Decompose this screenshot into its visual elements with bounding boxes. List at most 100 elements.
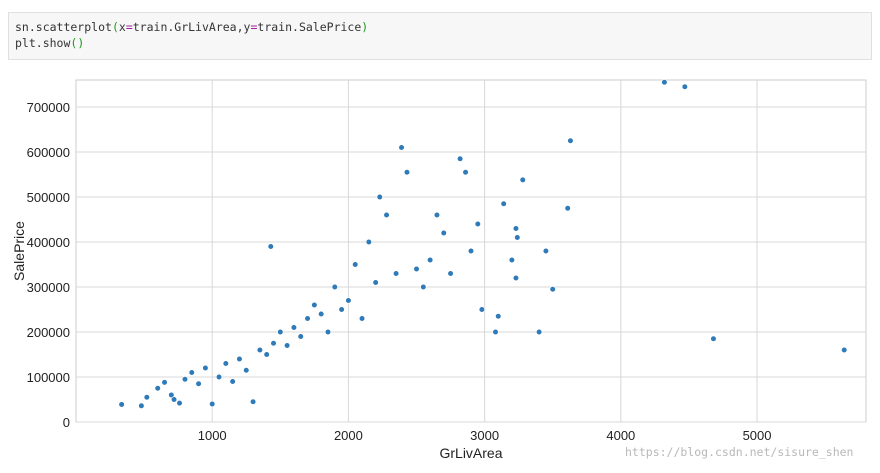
- scatter-point: [181, 376, 189, 383]
- scatter-point: [290, 324, 298, 331]
- scatter-point: [508, 256, 515, 264]
- code-arg-x-value: train.GrLivArea,: [132, 20, 244, 34]
- x-tick-label: 3000: [470, 428, 499, 443]
- scatter-point: [263, 351, 270, 358]
- x-tick-label: 2000: [334, 428, 363, 443]
- scatter-point: [403, 169, 411, 176]
- scatter-point: [841, 346, 848, 354]
- code-line-show: plt.show(): [15, 36, 84, 50]
- scatter-point: [457, 155, 464, 162]
- scatter-point: [462, 169, 469, 176]
- scatter-point: [372, 279, 379, 286]
- scatter-point: [420, 283, 427, 291]
- scatter-point: [564, 205, 571, 212]
- x-tick-label: 1000: [198, 428, 227, 443]
- scatter-point: [195, 380, 202, 387]
- scatter-point: [324, 328, 332, 336]
- scatter-point: [467, 247, 475, 255]
- scatter-point: [512, 274, 520, 282]
- scatter-point: [567, 137, 574, 144]
- scatter-point: [549, 286, 556, 293]
- scatter-point: [447, 270, 454, 277]
- scatter-point: [392, 270, 400, 277]
- scatter-point: [710, 335, 717, 342]
- scatter-point: [478, 306, 485, 313]
- code-fn-show: plt.show: [15, 36, 71, 50]
- scatter-point: [284, 342, 291, 349]
- scatter-point: [168, 391, 175, 399]
- y-axis-label: SalePrice: [11, 221, 27, 281]
- scatter-point: [304, 315, 311, 322]
- y-tick-label: 300000: [27, 280, 70, 295]
- scatter-point: [365, 238, 372, 246]
- scatter-point: [345, 297, 352, 304]
- scatter-point: [170, 396, 178, 403]
- scatter-point: [143, 394, 150, 401]
- x-tick-labels: 1000 2000 3000 4000 5000: [198, 428, 772, 443]
- scatter-point: [512, 225, 520, 232]
- grid-lines: [76, 80, 866, 423]
- scatter-point: [376, 193, 383, 201]
- scatter-point: [243, 367, 250, 374]
- scatter-point: [270, 340, 277, 347]
- code-arg-x-key: x: [118, 20, 126, 34]
- code-line-scatterplot: sn.scatterplot(x=train.GrLivArea,y=train…: [15, 20, 368, 34]
- x-tick-label: 4000: [606, 428, 635, 443]
- scatter-point: [215, 373, 223, 381]
- scatter-point: [277, 328, 284, 336]
- scatter-point: [202, 364, 209, 372]
- scatter-point: [514, 234, 521, 241]
- scatter-point: [176, 400, 183, 407]
- scatter-point: [413, 265, 420, 273]
- scatter-point: [138, 402, 145, 409]
- scatter-point: [495, 313, 502, 320]
- scatter-point: [500, 200, 507, 207]
- x-axis-label: GrLivArea: [439, 445, 502, 461]
- y-tick-labels: 0 100000 200000 300000 400000 500000 600000 700…: [27, 100, 70, 430]
- scatter-point: [331, 283, 338, 291]
- y-tick-label: 100000: [27, 370, 70, 385]
- y-tick-label: 600000: [27, 145, 70, 160]
- scatter-point: [249, 398, 257, 405]
- scatter-point: [681, 83, 688, 90]
- y-tick-label: 0: [63, 415, 70, 430]
- scatter-point: [154, 385, 161, 392]
- scatter-point: [188, 369, 195, 376]
- code-fn-scatterplot: sn.scatterplot: [15, 20, 112, 34]
- x-tick-label: 5000: [743, 428, 772, 443]
- scatter-point: [358, 315, 366, 322]
- code-open-paren: (: [111, 20, 119, 34]
- scatter-point: [311, 301, 318, 309]
- code-eq-y: =: [250, 20, 258, 34]
- scatter-point: [236, 355, 243, 363]
- scatter-point: [297, 333, 304, 340]
- scatter-point: [536, 328, 543, 336]
- scatter-point: [267, 243, 274, 250]
- scatter-point: [318, 310, 325, 318]
- scatter-point: [433, 211, 441, 219]
- scatter-point: [661, 79, 668, 86]
- scatter-point: [474, 220, 481, 228]
- code-close-paren: ): [361, 20, 369, 34]
- y-tick-label: 400000: [27, 235, 70, 250]
- y-tick-label: 200000: [27, 325, 70, 340]
- y-tick-label: 700000: [27, 100, 70, 115]
- code-eq-x: =: [125, 20, 133, 34]
- scatter-point: [256, 346, 263, 354]
- scatter-point: [440, 229, 447, 237]
- code-arg-y-value: train.SalePrice: [257, 20, 362, 34]
- scatter-point: [398, 144, 405, 151]
- scatter-point: [542, 247, 550, 255]
- scatter-point: [222, 360, 229, 367]
- scatter-point: [229, 378, 236, 385]
- scatter-point: [118, 401, 125, 408]
- scatter-point: [352, 261, 359, 268]
- code-show-parens: (): [70, 36, 85, 50]
- watermark-text: https://blog.csdn.net/sisure_shen: [625, 445, 854, 459]
- data-points: [118, 79, 848, 409]
- code-cell[interactable]: sn.scatterplot(x=train.GrLivArea,y=train…: [8, 12, 872, 60]
- scatter-point: [519, 176, 526, 183]
- scatter-point: [427, 256, 434, 264]
- scatter-point: [338, 306, 345, 313]
